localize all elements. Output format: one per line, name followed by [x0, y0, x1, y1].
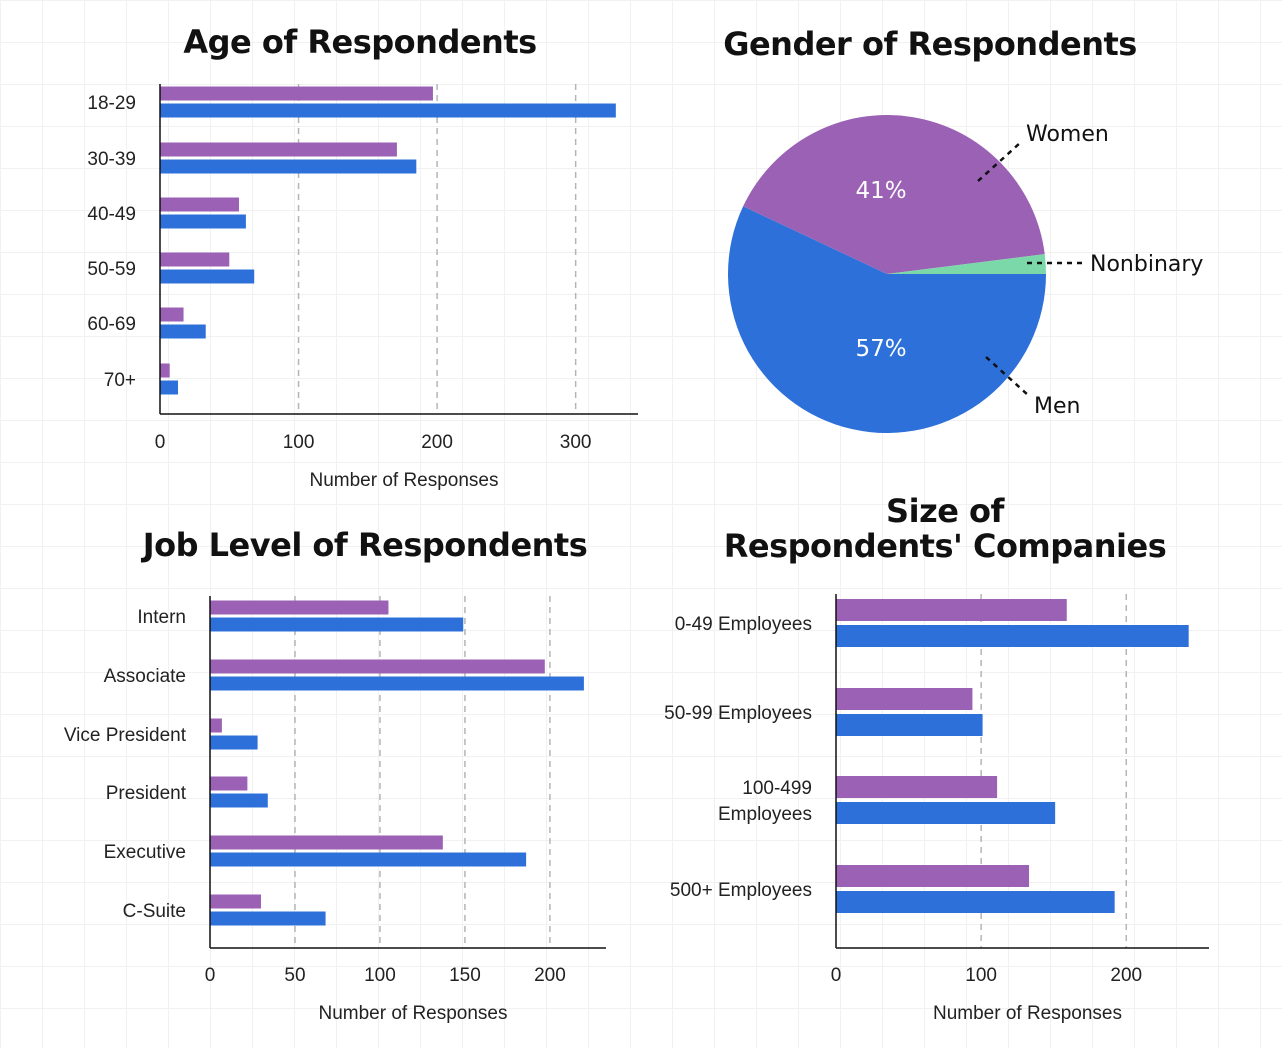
job-bar: [210, 659, 545, 674]
job-bar: [210, 911, 326, 926]
age-bar: [160, 380, 179, 395]
age-chart-title: Age of Respondents: [183, 23, 537, 61]
job-x-axis-label: Number of Responses: [318, 1003, 507, 1024]
company-chart-title: Size of Respondents' Companies: [723, 492, 1167, 565]
job-category-label: Vice President: [64, 725, 187, 746]
job-tick-label: 50: [284, 965, 305, 986]
age-category-label: 70+: [104, 370, 136, 391]
pie-slice-nonbinary: [887, 254, 1046, 274]
age-bar: [160, 269, 255, 284]
job-bar: [210, 676, 584, 691]
job-bar: [210, 776, 248, 791]
job-tick-label: 150: [449, 965, 481, 986]
age-bar: [160, 142, 397, 157]
company-bar: [836, 688, 973, 710]
age-tick-label: 300: [560, 432, 592, 453]
company-category-label: 50-99 Employees: [664, 703, 812, 724]
company-tick-label: 0: [831, 965, 842, 986]
job-bar: [210, 718, 222, 733]
age-x-axis-label: Number of Responses: [309, 470, 498, 491]
company-x-axis-label: Number of Responses: [933, 1003, 1122, 1024]
age-bar: [160, 324, 206, 339]
company-bar: [836, 891, 1115, 913]
age-category-label: 40-49: [87, 204, 136, 225]
age-bar: [160, 103, 616, 118]
pie-percent-men: 57%: [855, 336, 906, 362]
company-category-label: 500+ Employees: [670, 880, 812, 901]
pie-slice-men: [728, 206, 1046, 433]
job-category-label: President: [106, 783, 187, 804]
age-bar: [160, 159, 417, 174]
gender-chart-title: Gender of Respondents: [723, 25, 1137, 63]
age-bar: [160, 197, 239, 212]
job-chart-title: Job Level of Respondents: [142, 526, 588, 564]
age-bar: [160, 252, 230, 267]
pie-label-nonbinary: Nonbinary: [1090, 252, 1203, 277]
age-category-label: 60-69: [87, 314, 136, 335]
job-bar: [210, 617, 464, 632]
job-bar: [210, 600, 389, 615]
age-tick-label: 200: [421, 432, 453, 453]
job-bar: [210, 835, 443, 850]
pie-label-men: Men: [1034, 394, 1080, 419]
age-category-label: 30-39: [87, 149, 136, 170]
job-category-label: C-Suite: [123, 901, 186, 922]
pie-percent-women: 41%: [855, 178, 906, 204]
company-bar: [836, 599, 1067, 621]
job-tick-label: 100: [364, 965, 396, 986]
pie-label-women: Women: [1026, 122, 1109, 147]
job-category-label: Intern: [137, 607, 186, 628]
pie-slice-women: [743, 115, 1045, 274]
company-category-label: 0-49 Employees: [675, 614, 812, 635]
job-tick-label: 200: [534, 965, 566, 986]
age-bar: [160, 307, 184, 322]
job-category-label: Executive: [104, 842, 186, 863]
job-tick-label: 0: [205, 965, 216, 986]
age-tick-label: 0: [155, 432, 166, 453]
company-bar: [836, 714, 983, 736]
age-bar: [160, 363, 170, 378]
age-bar: [160, 86, 433, 101]
company-category-label: 100-499 Employees: [718, 778, 812, 825]
company-bar: [836, 802, 1056, 824]
job-bar: [210, 852, 527, 867]
job-category-label: Associate: [104, 666, 186, 687]
company-tick-label: 200: [1110, 965, 1142, 986]
company-bar: [836, 776, 998, 798]
company-bar: [836, 865, 1030, 887]
job-bar: [210, 894, 261, 909]
age-bar: [160, 214, 246, 229]
job-bar: [210, 735, 258, 750]
company-bar: [836, 625, 1189, 647]
job-bar: [210, 793, 268, 808]
age-category-label: 50-59: [87, 259, 136, 280]
company-tick-label: 100: [965, 965, 997, 986]
age-tick-label: 100: [283, 432, 315, 453]
age-category-label: 18-29: [87, 93, 136, 114]
